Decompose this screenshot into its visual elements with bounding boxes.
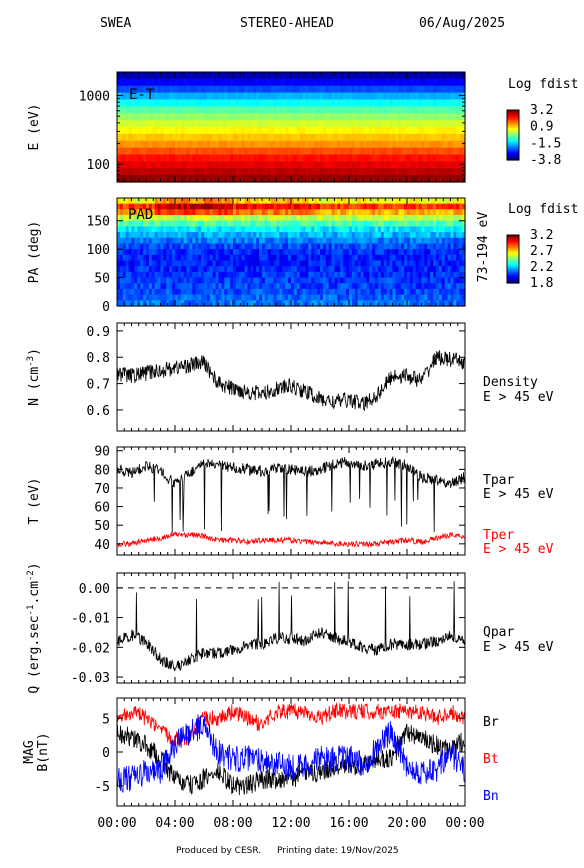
temperature-series-tpar (117, 457, 465, 533)
pad-panel-label: PAD (128, 207, 153, 223)
qpar-legend-name: Qpar (483, 625, 514, 640)
tpar-legend-name: Tpar (483, 473, 514, 488)
x-tick-label: 00:00 (97, 816, 136, 831)
mag-series-bt (117, 703, 465, 745)
pad-ytick-label: 150 (87, 215, 110, 230)
et-colorbar-title: Log fdist (508, 77, 578, 92)
qpar-legend-sub: E > 45 eV (483, 640, 554, 655)
pad-colorbar-label: 2.7 (530, 244, 553, 259)
heatflux-ytick-label: -0.01 (71, 612, 110, 627)
instrument-title: SWEA (100, 16, 131, 31)
x-tick-label: 04:00 (155, 816, 194, 831)
mag-ytick-label: 0 (102, 746, 110, 761)
tpar-legend-sub: E > 45 eV (483, 487, 554, 502)
temperature-ytick-label: 40 (94, 538, 110, 553)
pad-ytick-label: 100 (87, 243, 110, 258)
temperature-series-tper (117, 532, 465, 547)
pitch-angle-distribution-panel: 150 100 50 0 PAD PA (deg) 73-194 eV Log fdist 3.… (27, 198, 578, 315)
bn-legend: Bn (483, 789, 499, 804)
et-colorbar-label: 0.9 (530, 120, 553, 135)
density-ytick-label: 0.9 (87, 325, 110, 340)
et-colorbar-label: -3.8 (530, 153, 561, 168)
density-frame (117, 323, 465, 431)
mag-ytick-label: 5 (102, 712, 110, 727)
temperature-ytick-label: 90 (94, 445, 110, 460)
pad-colorbar-label: 1.8 (530, 276, 553, 291)
density-ytick-label: 0.6 (87, 404, 110, 419)
pad-colorbar-label: 3.2 (530, 228, 553, 243)
density-ytick-label: 0.7 (87, 378, 110, 393)
pad-ylabel: PA (deg) (27, 221, 42, 284)
mag-series-bn (117, 714, 465, 792)
tper-legend-name: Tper (483, 528, 514, 543)
density-legend-name: Density (483, 375, 538, 390)
et-ytick-label: 100 (87, 158, 110, 173)
energy-time-spectrogram-panel: 1000 100 E-T E (eV) Log fdist 3.2 0.9-1.5 -3.8 (27, 72, 578, 183)
mag-ytick-label: -5 (94, 780, 110, 795)
mag-frame (117, 698, 465, 806)
density-ylabel: N (cm-3) (26, 348, 42, 406)
et-colorbar-label: -1.5 (530, 136, 561, 151)
br-legend: Br (483, 715, 499, 730)
temperature-ytick-label: 50 (94, 519, 110, 534)
pad-ytick-label: 50 (94, 272, 110, 287)
et-panel-label: E-T (129, 87, 155, 103)
density-series-density (117, 350, 465, 410)
density-ytick-label: 0.8 (87, 351, 110, 366)
tper-legend-sub: E > 45 eV (483, 542, 554, 557)
et-ylabel: E (eV) (27, 104, 42, 151)
heatflux-ytick-label: 0.00 (79, 582, 110, 597)
pad-ytick-label: 0 (102, 300, 110, 315)
pad-colorbar-title: Log fdist (508, 202, 578, 217)
heatflux-ytick-label: -0.02 (71, 641, 110, 656)
density-legend-sub: E > 45 eV (483, 390, 554, 405)
et-ytick-label: 1000 (79, 90, 110, 105)
et-colorbar-label: 3.2 (530, 103, 553, 118)
date-title: 06/Aug/2025 (419, 16, 505, 31)
temperature-ytick-label: 60 (94, 501, 110, 516)
bt-legend: Bt (483, 752, 499, 767)
temperature-ytick-label: 80 (94, 463, 110, 478)
spacecraft-title: STEREO-AHEAD (240, 16, 334, 31)
temperature-ytick-label: 70 (94, 482, 110, 497)
heatflux-ytick-label: -0.03 (71, 671, 110, 686)
pad-energy-range-label: 73-194 eV (476, 212, 491, 283)
heatflux-ylabel: Q (erg.sec-1.cm-2) (26, 562, 42, 693)
heatflux-series-qpar (117, 581, 465, 671)
pad-colorbar-label: 2.2 (530, 260, 553, 275)
temperature-ylabel: T (eV) (27, 478, 42, 525)
